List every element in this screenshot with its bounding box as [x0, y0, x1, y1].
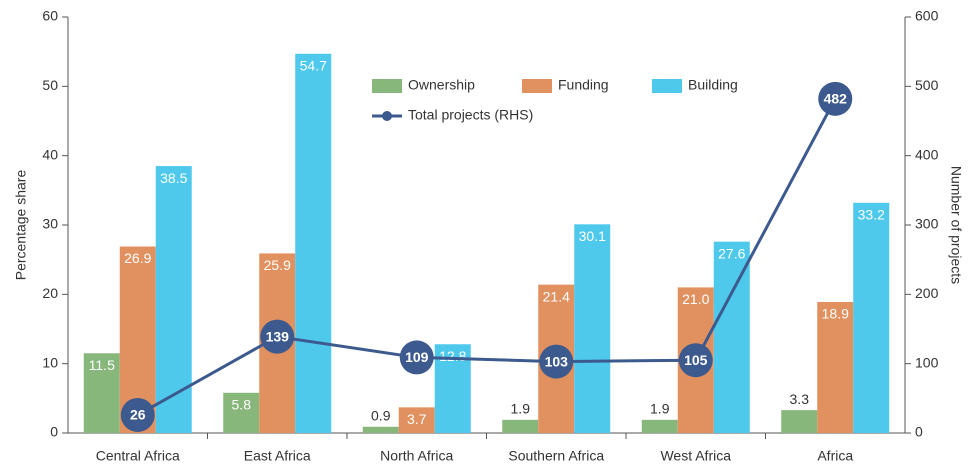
- line: [137, 98, 837, 417]
- x-tick-label: Africa: [817, 448, 853, 464]
- bar-value-label: 30.1: [579, 228, 606, 244]
- bar-value-label: 3.7: [407, 411, 427, 427]
- y-tick-label: 0: [50, 424, 58, 440]
- x-tick-label: East Africa: [244, 448, 311, 464]
- y-tick-label: 10: [42, 354, 58, 370]
- bar: [83, 353, 120, 433]
- bar-value-label: 21.0: [682, 291, 709, 307]
- y2-tick-label: 300: [915, 216, 939, 232]
- line-marker: [120, 397, 155, 432]
- line-value-label: 26: [130, 407, 146, 423]
- bar: [641, 419, 678, 433]
- bar-value-label: 12.8: [439, 348, 466, 364]
- bar-value-label: 33.2: [858, 207, 885, 223]
- bar-value-label: 18.9: [822, 306, 849, 322]
- line-value-label: 103: [545, 353, 569, 369]
- y-tick-label: 50: [42, 77, 58, 93]
- bar-value-label: 38.5: [160, 170, 187, 186]
- bar-value-label: 3.3: [790, 391, 810, 407]
- bar-value-label: 26.9: [124, 250, 151, 266]
- legend-swatch: [522, 79, 552, 93]
- line-marker: [399, 340, 434, 375]
- bar-value-label: 11.5: [89, 357, 115, 373]
- bar-value-label: 1.9: [650, 401, 670, 417]
- legend-swatch: [652, 79, 682, 93]
- bar: [295, 53, 332, 433]
- bar-value-label: 0.9: [371, 407, 391, 423]
- y2-axis-label: Number of projects: [948, 166, 964, 284]
- y2-tick-label: 500: [915, 77, 939, 93]
- y2-tick-label: 100: [915, 354, 939, 370]
- x-tick-label: Central Africa: [96, 448, 180, 464]
- bar: [223, 392, 260, 433]
- y2-tick-label: 0: [915, 424, 923, 440]
- line-value-label: 139: [266, 328, 290, 344]
- bar-value-label: 21.4: [543, 288, 570, 304]
- y2-tick-label: 400: [915, 146, 939, 162]
- bar: [155, 166, 192, 434]
- y2-tick-label: 600: [915, 8, 939, 24]
- legend-label: Building: [688, 77, 738, 93]
- line-marker: [818, 81, 853, 116]
- y-tick-label: 30: [42, 216, 58, 232]
- legend-label: Ownership: [408, 77, 475, 93]
- bar-value-label: 5.8: [232, 396, 252, 412]
- line-marker: [539, 344, 574, 379]
- bar: [362, 426, 399, 433]
- legend-label: Funding: [558, 77, 609, 93]
- bar: [713, 241, 750, 433]
- bar: [853, 202, 890, 433]
- legend-marker: [382, 111, 392, 121]
- line-marker: [260, 319, 295, 354]
- bar-value-label: 54.7: [300, 57, 327, 73]
- bar-value-label: 1.9: [511, 401, 531, 417]
- x-tick-label: West Africa: [660, 448, 731, 464]
- bar: [502, 419, 539, 433]
- bar-value-label: 25.9: [264, 257, 291, 273]
- line-marker: [678, 343, 713, 378]
- legend-label: Total projects (RHS): [408, 107, 533, 123]
- bar-value-label: 27.6: [718, 245, 745, 261]
- bar: [781, 410, 818, 433]
- y-tick-label: 20: [42, 285, 58, 301]
- y-tick-label: 40: [42, 146, 58, 162]
- bar: [574, 224, 611, 433]
- x-tick-label: North Africa: [380, 448, 453, 464]
- line-value-label: 482: [824, 91, 848, 107]
- y-axis-label: Percentage share: [13, 170, 29, 281]
- line-value-label: 105: [684, 352, 708, 368]
- legend-swatch: [372, 79, 402, 93]
- y-tick-label: 60: [42, 8, 58, 24]
- line-value-label: 109: [405, 349, 429, 365]
- bar: [817, 301, 854, 433]
- bar: [398, 407, 435, 433]
- x-tick-label: Southern Africa: [508, 448, 604, 464]
- y2-tick-label: 200: [915, 285, 939, 301]
